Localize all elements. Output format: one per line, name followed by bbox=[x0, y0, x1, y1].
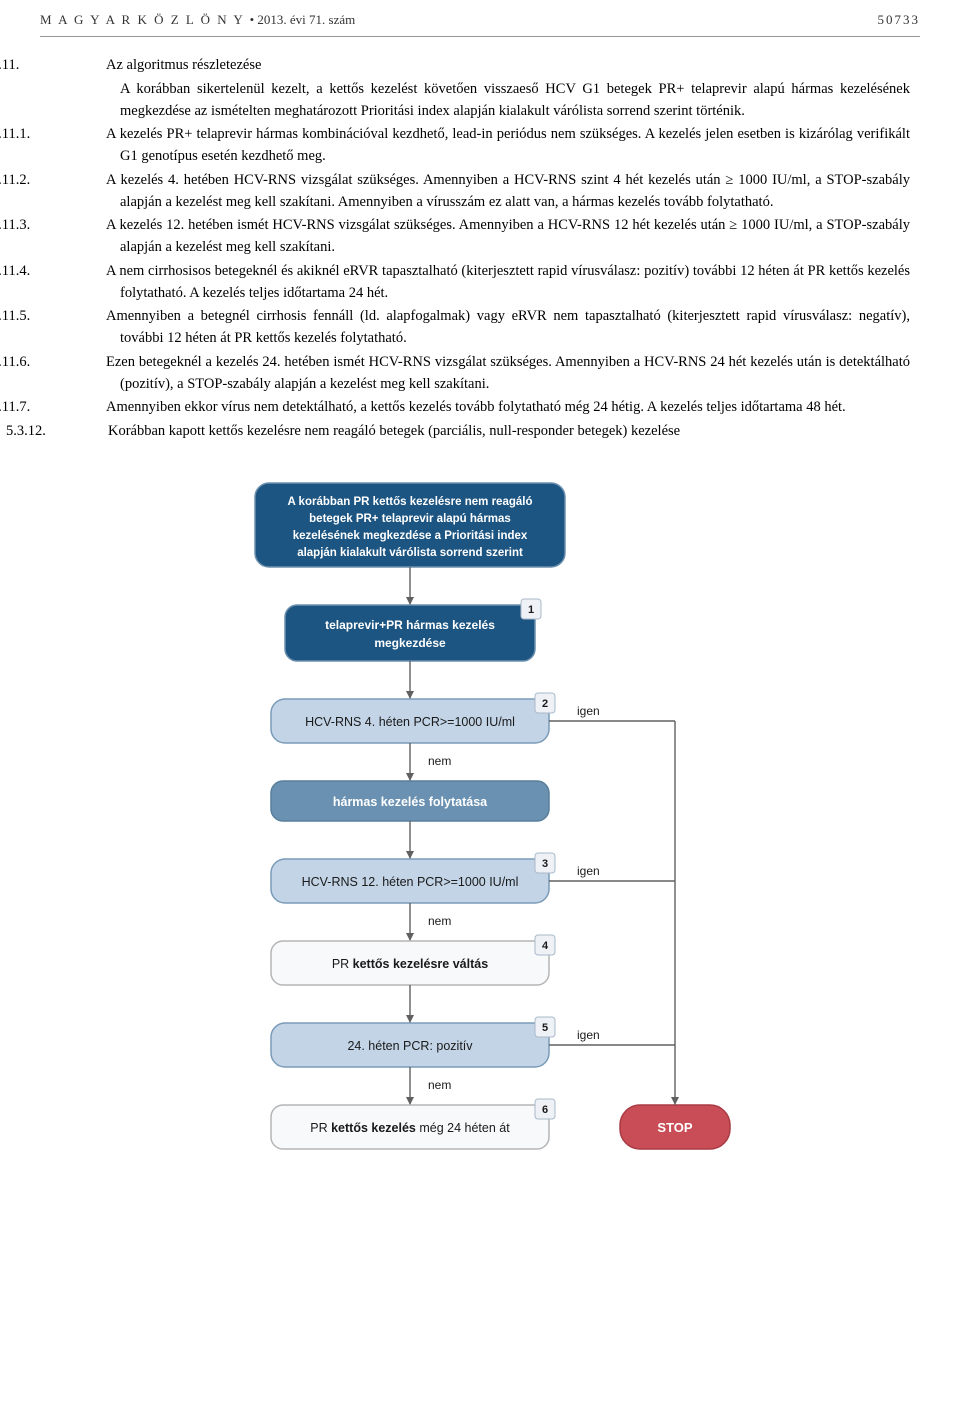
header-left: M A G Y A R K Ö Z L Ö N Y • 2013. évi 71… bbox=[40, 12, 355, 28]
page-header: M A G Y A R K Ö Z L Ö N Y • 2013. évi 71… bbox=[0, 0, 960, 36]
svg-text:nem: nem bbox=[428, 914, 451, 928]
svg-text:hármas kezelés folytatása: hármas kezelés folytatása bbox=[333, 795, 488, 809]
section-5-3-11-intro: A korábban sikertelenül kezelt, a kettős… bbox=[50, 79, 910, 123]
svg-text:betegek PR+ telaprevir alapú h: betegek PR+ telaprevir alapú hármas bbox=[309, 513, 511, 525]
section-5-3-11-1: 5.3.11.1.A kezelés PR+ telaprevir hármas… bbox=[50, 124, 910, 168]
svg-text:6: 6 bbox=[542, 1104, 548, 1116]
svg-text:PR kettős kezelésre váltás: PR kettős kezelésre váltás bbox=[332, 957, 488, 971]
flowchart-svg: A korábban PR kettős kezelésre nem reagá… bbox=[200, 473, 760, 1303]
header-divider bbox=[40, 36, 920, 37]
svg-text:PR kettős kezelés még 24 héten: PR kettős kezelés még 24 héten át bbox=[310, 1121, 510, 1135]
svg-text:STOP: STOP bbox=[657, 1120, 692, 1135]
page-number: 50733 bbox=[878, 12, 921, 28]
section-5-3-11-5: 5.3.11.5.Amennyiben a betegnél cirrhosis… bbox=[50, 306, 910, 350]
svg-text:4: 4 bbox=[542, 940, 549, 952]
section-5-3-11-6: 5.3.11.6.Ezen betegeknél a kezelés 24. h… bbox=[50, 352, 910, 396]
svg-text:A korábban PR kettős kezelésre: A korábban PR kettős kezelésre nem reagá… bbox=[287, 496, 532, 508]
svg-text:telaprevir+PR hármas kezelés: telaprevir+PR hármas kezelés bbox=[325, 618, 495, 632]
svg-text:HCV-RNS 4. héten PCR>=1000 IU/: HCV-RNS 4. héten PCR>=1000 IU/ml bbox=[305, 715, 515, 729]
svg-text:3: 3 bbox=[542, 858, 548, 870]
section-5-3-12: 5.3.12.Korábban kapott kettős kezelésre … bbox=[50, 421, 910, 443]
svg-text:HCV-RNS 12. héten PCR>=1000 IU: HCV-RNS 12. héten PCR>=1000 IU/ml bbox=[302, 875, 519, 889]
svg-text:nem: nem bbox=[428, 1078, 451, 1092]
svg-text:kezelésének megkezdése a Prior: kezelésének megkezdése a Prioritási inde… bbox=[293, 530, 528, 542]
section-5-3-11: 5.3.11.Az algoritmus részletezése bbox=[50, 55, 910, 77]
svg-text:alapján kialakult várólista so: alapján kialakult várólista sorrend szer… bbox=[297, 547, 523, 559]
svg-text:5: 5 bbox=[542, 1022, 548, 1034]
svg-text:igen: igen bbox=[577, 704, 600, 718]
svg-text:nem: nem bbox=[428, 754, 451, 768]
svg-text:megkezdése: megkezdése bbox=[374, 636, 446, 650]
svg-text:igen: igen bbox=[577, 864, 600, 878]
svg-text:2: 2 bbox=[542, 698, 548, 710]
section-5-3-11-4: 5.3.11.4.A nem cirrhosisos betegeknél és… bbox=[50, 261, 910, 305]
svg-text:igen: igen bbox=[577, 1028, 600, 1042]
section-5-3-11-2: 5.3.11.2.A kezelés 4. hetében HCV-RNS vi… bbox=[50, 170, 910, 214]
svg-text:24. héten PCR: pozitív: 24. héten PCR: pozitív bbox=[347, 1039, 473, 1053]
flowchart: A korábban PR kettős kezelésre nem reagá… bbox=[0, 473, 960, 1303]
svg-text:1: 1 bbox=[528, 604, 534, 616]
section-5-3-11-3: 5.3.11.3.A kezelés 12. hetében ismét HCV… bbox=[50, 215, 910, 259]
section-5-3-11-7: 5.3.11.7.Amennyiben ekkor vírus nem dete… bbox=[50, 397, 910, 419]
document-body: 5.3.11.Az algoritmus részletezése A korá… bbox=[0, 55, 960, 443]
